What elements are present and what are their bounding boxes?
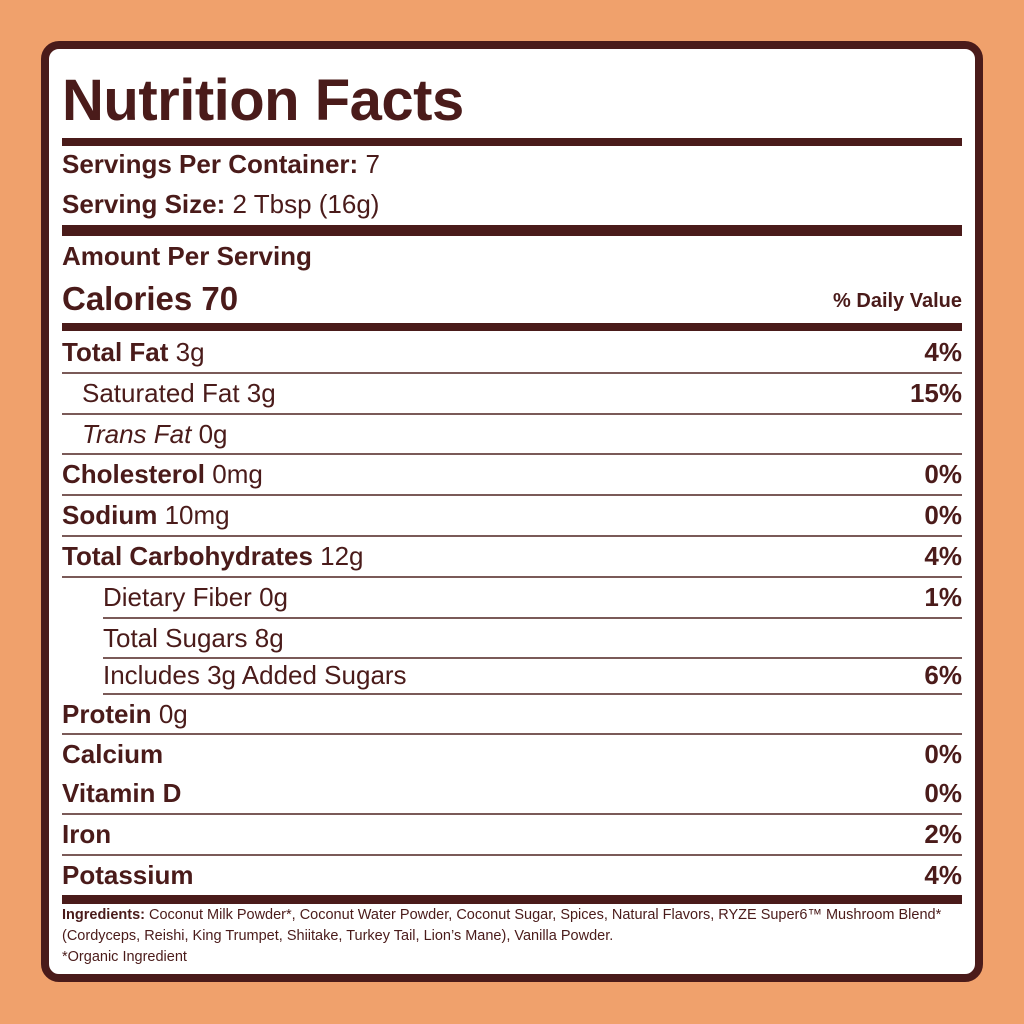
divider-thick [62,138,962,146]
nutrient-amount: 10mg [164,500,230,530]
nutrient-dv: 1% [924,582,962,612]
vitamin-dv: 0% [924,739,962,769]
nutrient-row-total-sugars: Total Sugars 8g [62,618,962,658]
divider-thin [62,854,962,856]
nutrient-amount: 0g [259,582,288,612]
nutrient-name: Total Carbohydrates [62,541,313,571]
divider-thin [62,453,962,455]
nutrient-amount: 0g [158,699,188,729]
ingredients-label: Ingredients: [62,907,145,923]
nutrient-amount: 0g [198,419,228,449]
nutrient-row-total-fat: Total Fat 3g 4% [62,332,962,372]
divider-thick [62,323,962,331]
amount-per-serving: Amount Per Serving [62,241,312,271]
nutrient-name: Dietary Fiber [103,582,252,612]
nutrient-dv: 15% [909,378,962,408]
calories-label: Calories [62,280,193,317]
nutrient-row-added-sugars: Includes 3g Added Sugars 6% [62,655,962,695]
divider-thin [62,494,962,496]
nutrient-amount: 12g [320,541,364,571]
nutrient-name: Includes 3g Added Sugars [103,660,407,690]
nutrient-amount: 3g [246,378,276,408]
nutrient-name: Cholesterol [62,459,206,489]
serving-size-label: Serving Size: [62,189,226,219]
page-title: Nutrition Facts [62,68,464,133]
nutrient-dv: 6% [924,660,962,690]
divider-thin [62,372,962,374]
vitamin-row-calcium: Calcium 0% [62,734,962,774]
divider-thin [62,413,962,415]
nutrient-row-trans-fat: Trans Fat 0g [62,414,962,454]
nutrient-dv: 0% [924,500,962,530]
divider-thick [62,895,962,904]
vitamin-name: Calcium [62,739,164,769]
servings-per-container-value: 7 [365,149,380,179]
nutrient-name: Sodium [62,500,158,530]
nutrient-dv: 0% [924,459,962,489]
vitamin-name: Potassium [62,860,194,890]
calories-value: 70 [201,280,239,317]
divider-thin [103,693,962,695]
serving-size: Serving Size: 2 Tbsp (16g) [62,188,379,220]
servings-per-container-label: Servings Per Container: [62,149,359,179]
nutrient-row-protein: Protein 0g [62,694,962,734]
divider-thin [103,657,962,659]
vitamin-dv: 0% [924,778,962,808]
ingredients-text: Coconut Milk Powder*, Coconut Water Powd… [62,907,942,944]
vitamin-row-iron: Iron 2% [62,814,962,854]
nutrient-name: Total Fat [62,337,169,367]
nutrient-row-sodium: Sodium 10mg 0% [62,495,962,535]
divider-thin [103,617,962,619]
nutrient-row-total-carbohydrates: Total Carbohydrates 12g 4% [62,536,962,576]
nutrient-row-cholesterol: Cholesterol 0mg 0% [62,454,962,494]
nutrient-amount: 0mg [212,459,263,489]
vitamin-row-potassium: Potassium 4% [62,855,962,895]
divider-thin [62,813,962,815]
vitamin-dv: 2% [924,819,962,849]
nutrient-amount: 3g [175,337,205,367]
ingredients-list: Ingredients: Coconut Milk Powder*, Cocon… [62,905,962,947]
calories: Calories 70 [62,280,238,318]
vitamin-row-vitamin-d: Vitamin D 0% [62,773,962,813]
divider-thin [62,535,962,537]
nutrient-dv: 4% [924,541,962,571]
vitamin-name: Iron [62,819,112,849]
vitamin-dv: 4% [924,860,962,890]
nutrient-row-saturated-fat: Saturated Fat 3g 15% [62,373,962,413]
serving-size-value: 2 Tbsp (16g) [232,189,380,219]
vitamin-name: Vitamin D [62,778,182,808]
ingredients-footnote: *Organic Ingredient [62,949,187,965]
nutrient-dv: 4% [924,337,962,367]
nutrient-row-dietary-fiber: Dietary Fiber 0g 1% [62,577,962,617]
divider-thin [62,576,962,578]
nutrient-amount: 8g [254,623,284,653]
nutrient-name: Protein [62,699,152,729]
ingredients-block: Ingredients: Coconut Milk Powder*, Cocon… [62,905,962,968]
nutrition-label-panel [41,41,983,982]
servings-per-container: Servings Per Container: 7 [62,148,380,180]
divider-thick [62,225,962,236]
nutrient-name: Total Sugars [103,623,248,653]
nutrient-name: Trans Fat [82,419,192,449]
daily-value-header: % Daily Value [833,290,962,312]
nutrient-name: Saturated Fat [82,378,240,408]
divider-thin [62,733,962,735]
